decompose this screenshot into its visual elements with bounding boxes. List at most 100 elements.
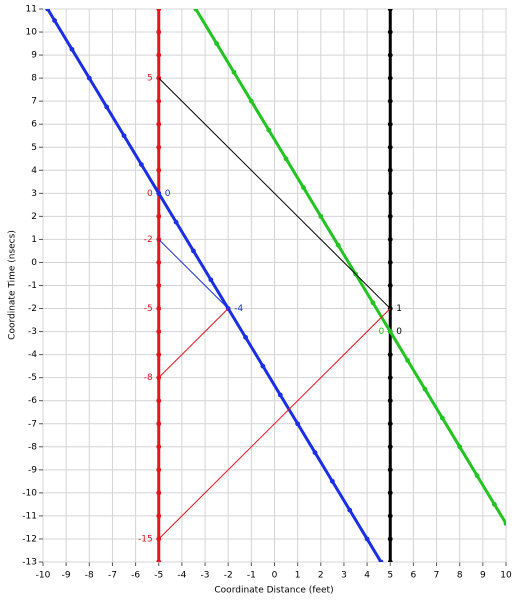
point	[405, 357, 411, 363]
point	[156, 444, 162, 450]
point	[156, 260, 162, 265]
point	[387, 329, 393, 334]
point	[387, 352, 393, 358]
point	[387, 167, 393, 173]
point	[457, 444, 463, 450]
point	[387, 467, 393, 473]
x-tick-label: -10	[36, 571, 51, 581]
point	[329, 478, 335, 484]
point	[260, 363, 266, 369]
point	[387, 375, 393, 381]
x-tick-label: 0	[272, 571, 278, 581]
x-tick-label: 4	[364, 571, 370, 581]
plot-content	[45, 9, 506, 562]
y-tick-label: 4	[31, 166, 37, 176]
y-tick-label: 1	[31, 235, 37, 245]
x-tick-label: 10	[500, 571, 512, 581]
x-tick-label: -2	[224, 571, 233, 581]
point	[191, 248, 196, 254]
point	[248, 98, 254, 104]
y-tick-label: 8	[31, 74, 37, 84]
point-label: 0	[379, 327, 385, 337]
y-tick-label: -9	[28, 465, 37, 475]
y-tick-label: -8	[28, 442, 37, 452]
point	[295, 421, 301, 427]
x-axis-title: Coordinate Distance (feet)	[214, 586, 333, 596]
point	[387, 29, 393, 35]
point	[214, 41, 220, 46]
y-tick-label: 3	[31, 189, 37, 199]
point	[387, 144, 393, 150]
point	[121, 133, 127, 139]
point	[387, 98, 393, 104]
x-tick-label: 5	[387, 571, 393, 581]
point	[387, 190, 393, 196]
point	[45, 9, 51, 12]
point	[283, 156, 289, 162]
y-tick-label: -6	[28, 396, 37, 406]
point	[156, 167, 162, 173]
point	[69, 46, 75, 52]
point	[156, 190, 162, 196]
y-tick-label: -12	[22, 534, 37, 544]
point	[364, 536, 370, 542]
point	[138, 162, 144, 167]
world-line	[158, 239, 229, 309]
point	[173, 219, 179, 225]
point	[156, 52, 162, 58]
point	[156, 283, 162, 288]
point	[243, 334, 248, 340]
point	[370, 300, 376, 306]
point	[208, 277, 214, 283]
point-label: -8	[144, 373, 153, 383]
point	[156, 467, 162, 473]
x-tick-label: 7	[434, 571, 440, 581]
point	[266, 127, 272, 133]
x-tick-label: 8	[457, 571, 463, 581]
point	[387, 52, 393, 58]
y-tick-label: 11	[26, 5, 37, 15]
point	[387, 421, 393, 427]
point	[156, 329, 162, 334]
y-tick-label: 9	[31, 51, 37, 61]
point	[474, 473, 480, 478]
point	[193, 9, 199, 12]
point-label: -15	[138, 534, 153, 544]
x-tick-label: 1	[295, 571, 301, 581]
y-tick-label: 0	[31, 258, 37, 268]
x-tick-label: -4	[177, 571, 186, 581]
point	[387, 260, 393, 265]
point	[86, 75, 92, 81]
point	[492, 501, 497, 507]
world-line	[158, 308, 229, 379]
y-tick-label: 6	[31, 120, 37, 130]
point	[231, 69, 237, 75]
point	[387, 121, 393, 127]
world-line	[158, 308, 391, 540]
y-tick-label: -10	[22, 488, 37, 498]
x-tick-label: -9	[62, 571, 71, 581]
point	[156, 490, 162, 496]
y-tick-label: -5	[28, 373, 37, 383]
point	[156, 98, 162, 104]
x-tick-label: -6	[131, 571, 140, 581]
point	[387, 75, 393, 81]
point	[378, 559, 384, 562]
y-tick-label: -3	[28, 327, 37, 337]
point	[387, 490, 393, 496]
point	[387, 444, 393, 450]
point-label: 0	[165, 189, 171, 199]
point	[347, 507, 353, 513]
point	[387, 398, 393, 404]
point	[277, 392, 283, 398]
y-tick-label: -2	[28, 304, 37, 314]
point-label: -5	[144, 304, 153, 314]
x-tick-label: -3	[201, 571, 210, 581]
y-tick-label: -13	[22, 558, 37, 568]
x-tick-label: 6	[411, 571, 417, 581]
point	[156, 352, 162, 358]
y-tick-label: -11	[22, 511, 37, 521]
x-tick-label: -5	[154, 571, 163, 581]
point	[312, 450, 318, 455]
point-label: 5	[147, 74, 153, 84]
